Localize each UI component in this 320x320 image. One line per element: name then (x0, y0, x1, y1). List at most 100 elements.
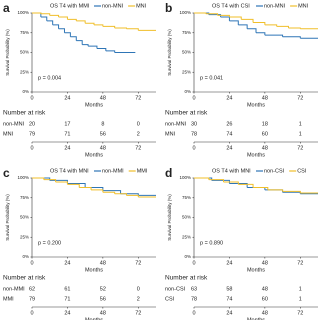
risk-count: 71 (64, 131, 70, 137)
panel-label: b (165, 1, 172, 15)
survival-curve (194, 12, 318, 39)
risk-x-tick-label: 24 (226, 310, 232, 316)
panel-label: a (3, 1, 10, 15)
survival-curve (32, 177, 156, 196)
risk-x-tick-label: 0 (192, 310, 195, 316)
risk-x-tick-label: 48 (100, 145, 106, 151)
y-axis-label: Survival Probability (%) (167, 29, 172, 76)
x-axis-label: Months (247, 102, 265, 108)
risk-count: 18 (262, 121, 268, 127)
risk-count: 79 (29, 131, 35, 137)
x-tick-label: 24 (226, 95, 232, 101)
risk-count: 52 (100, 286, 106, 292)
risk-row-name: MMI (3, 296, 14, 302)
y-tick-label: 100% (179, 10, 191, 15)
risk-count: 1 (299, 296, 302, 302)
x-tick-label: 0 (30, 260, 33, 266)
risk-count: 0 (137, 286, 140, 292)
survival-curve (32, 12, 156, 31)
y-tick-label: 25% (182, 234, 191, 239)
risk-x-tick-label: 0 (30, 310, 33, 316)
risk-row-name: non-MMI (3, 286, 25, 292)
chart-title: OS T4 with CSI (212, 3, 250, 9)
chart-title: OS T4 with MNI (212, 168, 251, 174)
x-tick-label: 72 (135, 260, 141, 266)
y-tick-label: 50% (182, 215, 191, 220)
survival-curve (32, 12, 136, 53)
risk-table-title: Number at risk (165, 275, 208, 282)
y-tick-label: 0% (184, 89, 191, 94)
risk-count: 48 (262, 286, 268, 292)
x-tick-label: 0 (192, 95, 195, 101)
x-tick-label: 72 (297, 260, 303, 266)
legend-label: MMI (137, 168, 148, 174)
risk-row-name: non-MNI (165, 121, 187, 127)
x-tick-label: 24 (64, 260, 70, 266)
y-axis-label: Survival Probability (%) (167, 194, 172, 241)
legend-label: non-MNI (264, 3, 286, 9)
risk-x-tick-label: 72 (297, 310, 303, 316)
risk-count: 60 (262, 296, 268, 302)
risk-count: 30 (191, 121, 197, 127)
risk-x-tick-label: 48 (100, 310, 106, 316)
risk-row-name: CSI (165, 296, 175, 302)
risk-count: 0 (137, 121, 140, 127)
chart-title: OS T4 with MNI (50, 168, 89, 174)
legend-label: MNI (298, 3, 309, 9)
survival-curve (194, 177, 318, 194)
risk-count: 20 (29, 121, 35, 127)
x-tick-label: 24 (226, 260, 232, 266)
risk-x-tick-label: 0 (30, 145, 33, 151)
risk-count: 56 (100, 296, 106, 302)
risk-x-tick-label: 48 (262, 145, 268, 151)
risk-count: 58 (226, 286, 232, 292)
y-tick-label: 0% (22, 254, 29, 259)
risk-count: 61 (64, 286, 70, 292)
y-tick-label: 50% (182, 50, 191, 55)
y-tick-label: 75% (20, 30, 29, 35)
x-tick-label: 48 (262, 260, 268, 266)
risk-x-axis-label: Months (85, 317, 103, 320)
y-tick-label: 100% (17, 10, 29, 15)
risk-count: 71 (64, 296, 70, 302)
y-tick-label: 50% (20, 215, 29, 220)
legend-label: non-MNI (102, 3, 124, 9)
risk-x-tick-label: 72 (135, 145, 141, 151)
risk-row-name: MNI (3, 131, 14, 137)
x-tick-label: 0 (30, 95, 33, 101)
p-value: p = 0.004 (38, 75, 61, 81)
x-tick-label: 72 (297, 95, 303, 101)
p-value: p = 0.200 (38, 240, 61, 246)
x-tick-label: 48 (262, 95, 268, 101)
risk-count: 56 (100, 131, 106, 137)
y-tick-label: 75% (182, 30, 191, 35)
risk-count: 26 (226, 121, 232, 127)
y-tick-label: 75% (182, 195, 191, 200)
y-axis-label: Survival Probability (%) (5, 194, 10, 241)
risk-count: 2 (137, 131, 140, 137)
risk-count: 60 (262, 131, 268, 137)
y-tick-label: 25% (20, 69, 29, 74)
risk-count: 2 (137, 296, 140, 302)
x-axis-label: Months (85, 267, 103, 273)
x-tick-label: 48 (100, 95, 106, 101)
risk-x-tick-label: 24 (226, 145, 232, 151)
y-tick-label: 100% (17, 175, 29, 180)
risk-x-axis-label: Months (247, 317, 265, 320)
x-tick-label: 24 (64, 95, 70, 101)
risk-count: 1 (299, 121, 302, 127)
risk-row-name: non-MNI (3, 121, 25, 127)
x-axis-label: Months (85, 102, 103, 108)
risk-x-tick-label: 48 (262, 310, 268, 316)
risk-count: 1 (299, 286, 302, 292)
y-tick-label: 75% (20, 195, 29, 200)
risk-count: 63 (191, 286, 197, 292)
risk-x-axis-label: Months (85, 152, 103, 158)
survival-curve (194, 12, 318, 30)
risk-x-axis-label: Months (247, 152, 265, 158)
risk-table-title: Number at risk (165, 110, 208, 117)
y-tick-label: 25% (20, 234, 29, 239)
risk-count: 1 (299, 131, 302, 137)
risk-x-tick-label: 24 (64, 310, 70, 316)
risk-x-tick-label: 72 (297, 145, 303, 151)
